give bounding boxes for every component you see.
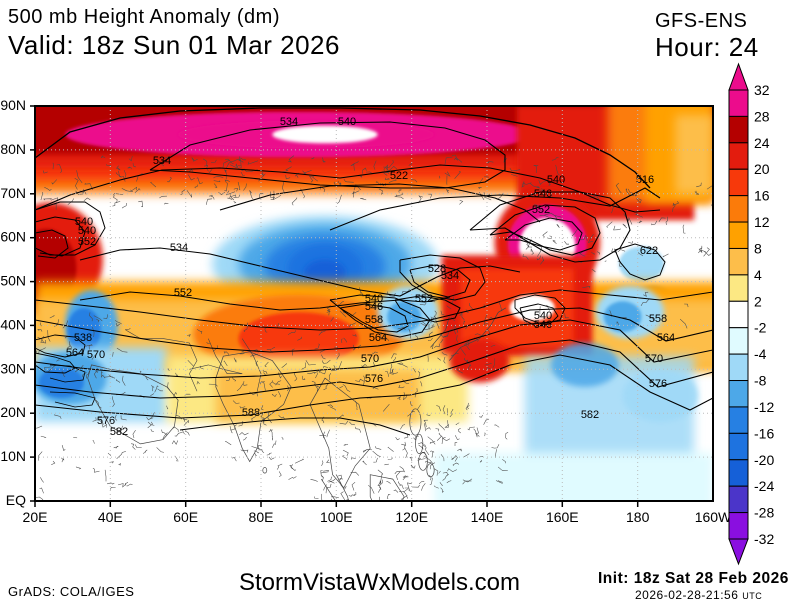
svg-text:-2: -2 bbox=[754, 320, 767, 336]
svg-text:28: 28 bbox=[754, 108, 770, 124]
svg-text:-20: -20 bbox=[754, 452, 774, 468]
svg-text:570: 570 bbox=[87, 349, 105, 361]
svg-text:-16: -16 bbox=[754, 425, 774, 441]
svg-text:-24: -24 bbox=[754, 478, 774, 494]
svg-text:-4: -4 bbox=[754, 346, 767, 362]
svg-text:552: 552 bbox=[174, 287, 192, 299]
svg-text:20E: 20E bbox=[23, 509, 48, 525]
svg-text:160E: 160E bbox=[546, 509, 579, 525]
svg-text:582: 582 bbox=[581, 409, 599, 421]
svg-text:558: 558 bbox=[365, 314, 383, 326]
svg-text:20: 20 bbox=[754, 161, 770, 177]
svg-text:140E: 140E bbox=[471, 509, 504, 525]
svg-text:564: 564 bbox=[369, 332, 387, 344]
svg-text:-32: -32 bbox=[754, 531, 774, 547]
svg-text:522: 522 bbox=[390, 170, 408, 182]
svg-text:2: 2 bbox=[754, 293, 762, 309]
svg-text:534: 534 bbox=[280, 116, 298, 128]
svg-text:534: 534 bbox=[153, 155, 171, 167]
svg-text:10N: 10N bbox=[0, 448, 26, 464]
svg-text:516: 516 bbox=[636, 174, 654, 186]
svg-text:20N: 20N bbox=[0, 404, 26, 420]
svg-text:-8: -8 bbox=[754, 373, 767, 389]
svg-text:582: 582 bbox=[110, 426, 128, 438]
svg-text:546: 546 bbox=[365, 301, 383, 313]
svg-text:180: 180 bbox=[626, 509, 650, 525]
svg-text:32: 32 bbox=[754, 82, 770, 98]
svg-text:40N: 40N bbox=[0, 316, 26, 332]
svg-text:EQ: EQ bbox=[6, 492, 26, 508]
svg-text:534: 534 bbox=[441, 270, 459, 282]
svg-text:16: 16 bbox=[754, 188, 770, 204]
svg-text:8: 8 bbox=[754, 240, 762, 256]
svg-text:576: 576 bbox=[365, 373, 383, 385]
svg-text:552: 552 bbox=[415, 293, 433, 305]
svg-text:80E: 80E bbox=[249, 509, 274, 525]
svg-text:538: 538 bbox=[74, 332, 92, 344]
svg-text:570: 570 bbox=[361, 353, 379, 365]
svg-text:12: 12 bbox=[754, 214, 770, 230]
svg-text:622: 622 bbox=[640, 245, 658, 257]
svg-text:4: 4 bbox=[754, 267, 762, 283]
svg-text:160W: 160W bbox=[695, 509, 732, 525]
svg-text:90N: 90N bbox=[0, 97, 26, 113]
svg-text:534: 534 bbox=[170, 242, 188, 254]
svg-text:558: 558 bbox=[649, 313, 667, 325]
svg-text:576: 576 bbox=[649, 378, 667, 390]
svg-text:540: 540 bbox=[338, 116, 356, 128]
svg-text:120E: 120E bbox=[395, 509, 428, 525]
svg-text:50N: 50N bbox=[0, 273, 26, 289]
svg-text:564: 564 bbox=[66, 347, 84, 359]
svg-text:570: 570 bbox=[645, 353, 663, 365]
svg-text:-28: -28 bbox=[754, 505, 774, 521]
svg-text:100E: 100E bbox=[320, 509, 353, 525]
svg-text:552: 552 bbox=[532, 204, 550, 216]
svg-text:564: 564 bbox=[657, 332, 675, 344]
svg-text:24: 24 bbox=[754, 135, 770, 151]
svg-text:60N: 60N bbox=[0, 229, 26, 245]
svg-text:70N: 70N bbox=[0, 185, 26, 201]
svg-text:30N: 30N bbox=[0, 360, 26, 376]
svg-text:60E: 60E bbox=[173, 509, 198, 525]
svg-text:40E: 40E bbox=[98, 509, 123, 525]
svg-text:-12: -12 bbox=[754, 399, 774, 415]
svg-text:80N: 80N bbox=[0, 141, 26, 157]
svg-text:540: 540 bbox=[547, 174, 565, 186]
